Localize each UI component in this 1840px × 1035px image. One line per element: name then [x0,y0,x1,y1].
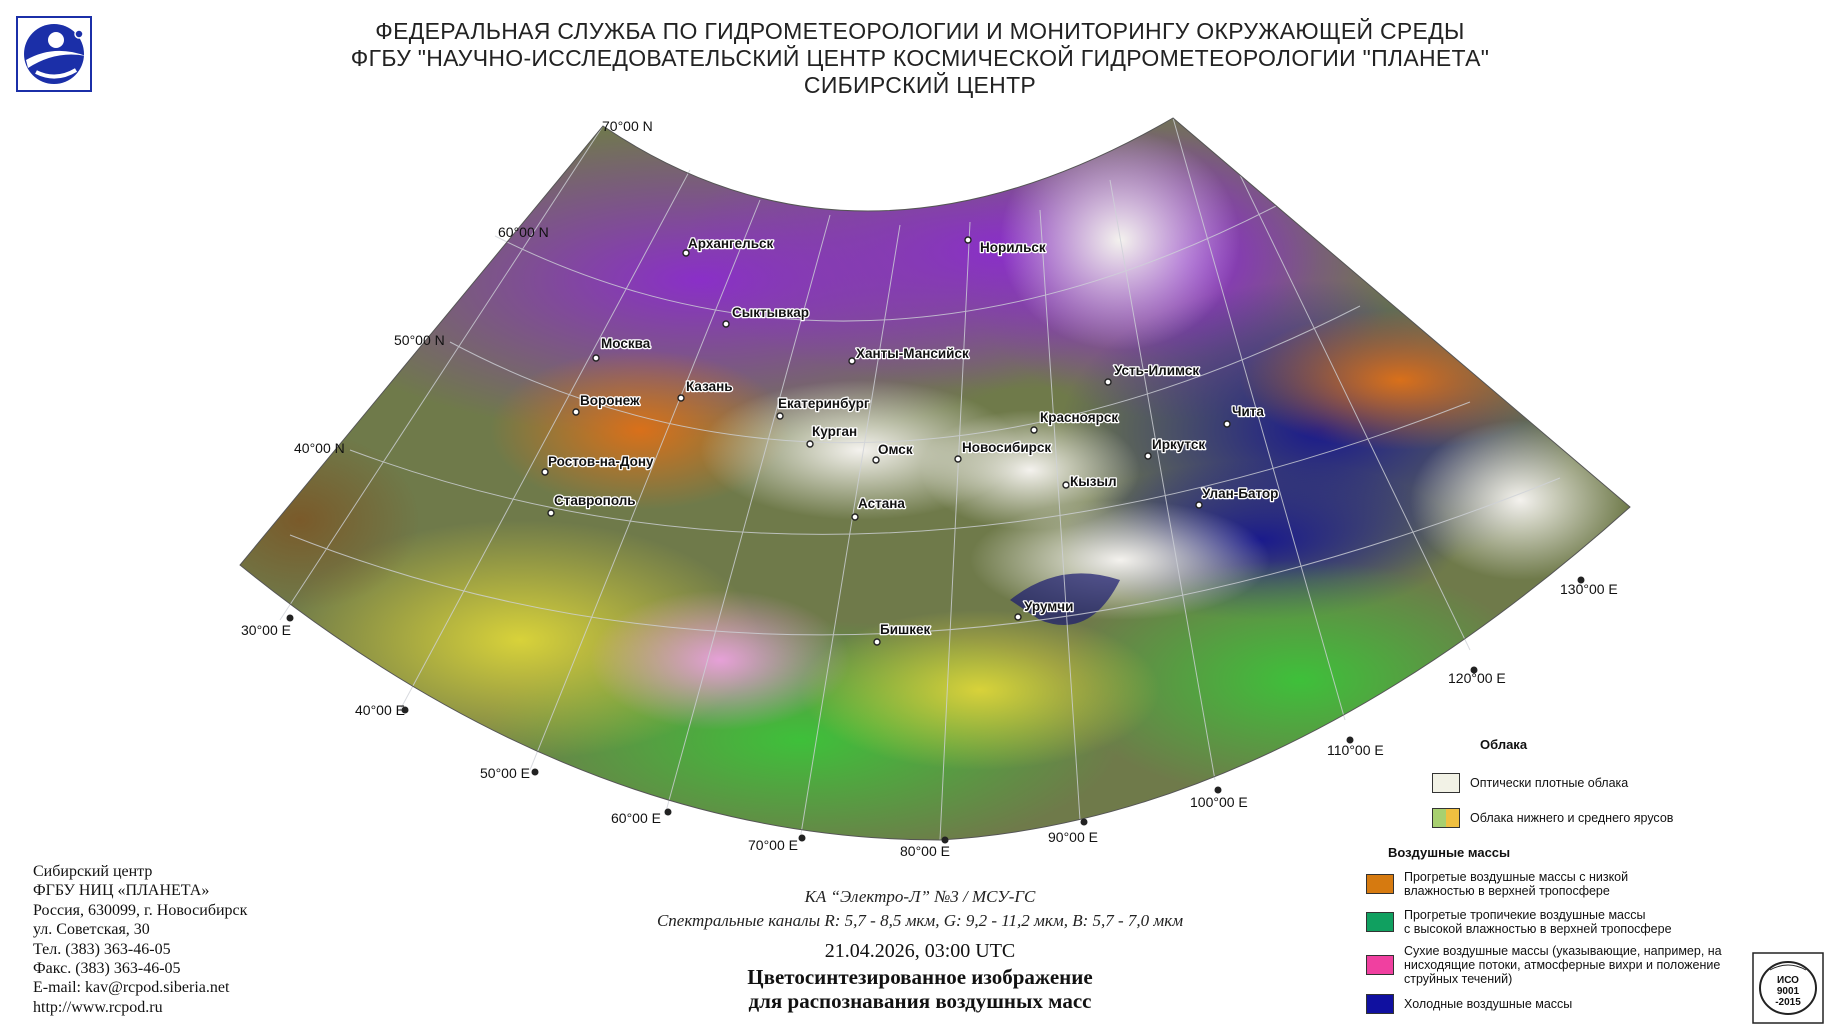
legend-item-warm-tropical: Прогретые тропичекие воздушные массы с в… [1366,908,1672,936]
legend-label-line: с высокой влажностью в верхней тропосфер… [1404,922,1672,936]
caption-title-1: Цветосинтезированное изображение [747,965,1093,989]
contact-line: Россия, 630099, г. Новосибирск [33,901,248,919]
imagery [240,118,1630,840]
caption-datetime: 21.04.2026, 03:00 UTC [824,940,1016,962]
lat-label-50: 50°00 N [394,332,445,348]
legend-label-line: Прогретые тропичекие воздушные массы [1404,908,1646,922]
city-label-khanty-mansiysk: Ханты-Мансийск [856,346,969,361]
lon-label-120: 120°00 E [1448,670,1506,686]
city-label-bishkek: Бишкек [880,622,931,637]
legend-label-line: Сухие воздушные массы (указывающие, напр… [1404,944,1722,958]
swatch-low-clouds [1432,808,1460,828]
legend-item-cold: Холодные воздушные массы [1366,994,1572,1014]
swatch-dense-clouds [1432,773,1460,793]
iso-line-3: -2015 [1775,997,1801,1008]
city-label-novosibirsk: Новосибирск [962,440,1051,455]
lon-label-40: 40°00 E [355,702,405,718]
city-label-kyzyl: Кызыл [1070,474,1117,489]
swatch-cold [1366,994,1394,1014]
header-line-3: СИБИРСКИЙ ЦЕНТР [803,72,1037,98]
iso-line-2: 9001 [1777,986,1800,997]
lon-label-90: 90°00 E [1048,829,1098,845]
contact-fax: Факс. (383) 363-46-05 [33,960,181,978]
legend-label: Сухие воздушные массы (указывающие, напр… [1404,944,1722,986]
lat-label-60: 60°00 N [498,224,549,240]
caption-channels: Спектральные каналы R: 5,7 - 8,5 мкм, G:… [656,911,1184,930]
city-label-rostov-na-donu: Ростов-на-Дону [548,454,654,469]
contact-email[interactable]: E-mail: kav@rcpod.siberia.net [33,979,230,997]
contact-line: ул. Советская, 30 [33,921,150,939]
iso-line-1: ИСО [1777,975,1799,986]
lat-label-70: 70°00 N [602,118,653,134]
lon-label-30: 30°00 E [241,622,291,638]
lon-label-80: 80°00 E [900,843,950,859]
city-label-ulan-bator: Улан-Батор [1202,486,1278,501]
city-label-yekaterinburg: Екатеринбург [778,396,870,411]
city-label-astana: Астана [858,496,905,511]
swatch-dry [1366,955,1394,975]
contact-phone: Тел. (383) 363-46-05 [33,940,171,958]
lon-label-100: 100°00 E [1190,794,1248,810]
contact-line: ФГБУ НИЦ «ПЛАНЕТА» [33,882,210,900]
lon-label-70: 70°00 E [748,837,798,853]
city-label-norilsk: Норильск [980,240,1046,255]
legend-airmass-title: Воздушные массы [1388,845,1511,860]
legend-label-line: струйных течений) [1404,972,1513,986]
city-label-krasnoyarsk: Красноярск [1040,410,1118,425]
legend-label: Облака нижнего и среднего ярусов [1470,811,1674,825]
legend-item-dry: Сухие воздушные массы (указывающие, напр… [1366,944,1722,986]
planeta-logo [16,16,92,92]
legend-label-line: Прогретые воздушные массы с низкой [1404,870,1629,884]
city-label-syktyvkar: Сыктывкар [732,305,809,320]
legend-clouds-title: Облака [1480,737,1528,752]
lon-label-110: 110°00 E [1327,742,1384,758]
city-label-kurgan: Курган [812,424,857,439]
swatch-warm-low-humidity [1366,874,1394,894]
map-border [239,117,1631,841]
city-label-arkhangelsk: Архангельск [688,236,774,251]
legend-label: Холодные воздушные массы [1404,997,1573,1011]
contact-block: Сибирский центр ФГБУ НИЦ «ПЛАНЕТА» Росси… [33,862,247,1017]
contact-website[interactable]: http://www.rcpod.ru [33,998,163,1016]
header-line-2: ФГБУ "НАУЧНО-ИССЛЕДОВАТЕЛЬСКИЙ ЦЕНТР КОС… [350,45,1490,71]
lon-label-60: 60°00 E [611,810,661,826]
lon-ticks [286,576,1585,844]
city-label-voronezh: Воронеж [580,393,640,408]
city-label-ust-ilimsk: Усть-Илимск [1114,363,1199,378]
city-label-moskva: Москва [601,336,651,351]
caption-satellite: КА “Электро-Л” №3 / МСУ-ГС [804,887,1036,906]
legend-item-low-clouds: Облака нижнего и среднего ярусов [1432,808,1673,828]
graticule [279,117,1561,841]
legend-item-dense-clouds: Оптически плотные облака [1432,773,1628,793]
legend-label-line: нисходящие потоки, атмосферные вихри и п… [1404,958,1721,972]
caption-title-2: для распознавания воздушных масс [748,989,1092,1013]
lon-label-130: 130°00 E [1560,581,1618,597]
legend-item-warm-low-humidity: Прогретые воздушные массы с низкой влажн… [1366,870,1628,898]
legend-label: Прогретые воздушные массы с низкой влажн… [1404,870,1628,898]
lat-label-40: 40°00 N [294,440,345,456]
city-label-irkutsk: Иркутск [1152,437,1205,452]
legend-label: Оптически плотные облака [1470,776,1629,790]
city-label-kazan: Казань [686,379,733,394]
city-label-chita: Чита [1232,404,1264,419]
swatch-warm-tropical [1366,912,1394,932]
iso-certification-badge: ИСО 9001 -2015 [1752,952,1824,1024]
caption: КА “Электро-Л” №3 / МСУ-ГС Спектральные … [590,885,1250,1013]
city-dots [541,236,1231,646]
contact-line: Сибирский центр [33,863,153,880]
lon-label-50: 50°00 E [480,765,530,781]
header: ФЕДЕРАЛЬНАЯ СЛУЖБА ПО ГИДРОМЕТЕОРОЛОГИИ … [250,18,1590,99]
city-label-urumchi: Урумчи [1024,599,1073,614]
header-line-1: ФЕДЕРАЛЬНАЯ СЛУЖБА ПО ГИДРОМЕТЕОРОЛОГИИ … [375,18,1465,44]
legend-label-line: влажностью в верхней тропосфере [1404,884,1610,898]
city-label-omsk: Омск [878,442,913,457]
legend-label: Прогретые тропичекие воздушные массы с в… [1404,908,1672,936]
city-label-stavropol: Ставрополь [554,493,636,508]
